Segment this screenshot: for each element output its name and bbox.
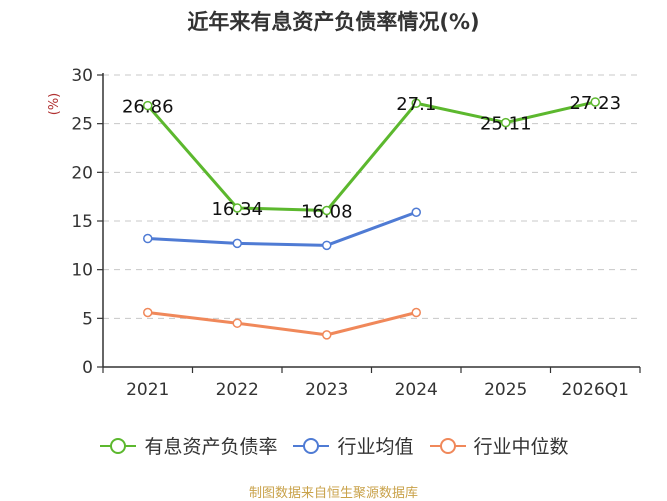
data-point (411, 207, 421, 217)
data-label: 16.08 (301, 201, 353, 222)
data-point (590, 97, 600, 107)
data-label: 26.86 (122, 97, 174, 118)
data-point (143, 100, 153, 111)
y-tick-label: 20 (71, 163, 93, 183)
data-point (411, 307, 421, 318)
x-tick-label: 2025 (484, 380, 527, 400)
data-point (322, 205, 332, 216)
data-point (232, 203, 242, 213)
data-label: 27.23 (569, 93, 621, 114)
legend-item-0[interactable]: 有息资产负债率 (98, 432, 277, 459)
data-point (411, 98, 421, 108)
data-point (501, 117, 511, 128)
y-tick-label: 15 (71, 212, 93, 232)
data-label: 27.1 (396, 94, 436, 115)
legend-marker-icon (293, 437, 330, 454)
legend-label: 行业中位数 (473, 436, 569, 458)
y-tick-label: 0 (82, 358, 93, 378)
legend-item-2[interactable]: 行业中位数 (428, 432, 569, 459)
data-point (232, 238, 242, 249)
legend-marker-icon (100, 437, 137, 454)
legend: 有息资产负债率 行业均值 行业中位数 (0, 432, 667, 459)
y-tick-label: 5 (82, 309, 93, 329)
y-axis-label: (%) (47, 93, 62, 116)
data-point (143, 233, 153, 244)
legend-label: 行业均值 (337, 436, 414, 458)
series-line (147, 311, 417, 337)
y-tick-label: 10 (71, 261, 93, 281)
x-tick-label: 2021 (126, 380, 169, 400)
legend-item-1[interactable]: 行业均值 (291, 432, 414, 459)
data-point (322, 240, 332, 251)
y-tick-label: 30 (71, 66, 93, 86)
chart-title: 近年来有息资产负债率情况(%) (187, 10, 480, 34)
x-tick-label: 2022 (216, 380, 259, 400)
data-point (322, 330, 332, 340)
source-note: 制图数据来自恒生聚源数据库 (248, 486, 418, 501)
data-label: 25.11 (480, 114, 532, 135)
data-label: 16.34 (211, 199, 263, 220)
x-tick-label: 2024 (395, 380, 438, 400)
x-tick-label: 2026Q1 (562, 380, 629, 400)
data-point (143, 307, 153, 318)
series-line (147, 210, 417, 247)
legend-label: 有息资产负债率 (144, 436, 278, 458)
y-tick-label: 25 (71, 115, 93, 135)
data-point (232, 318, 242, 328)
x-tick-label: 2023 (305, 380, 348, 400)
legend-marker-icon (429, 437, 466, 454)
series-line (146, 100, 596, 212)
